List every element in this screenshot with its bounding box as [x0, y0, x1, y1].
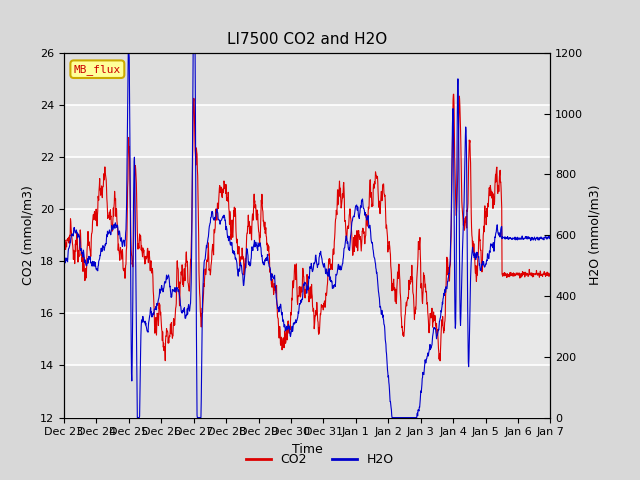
- Line: H2O: H2O: [64, 53, 550, 418]
- H2O: [547, 233, 554, 239]
- CO2: [266, 266, 274, 272]
- CO2: [285, 330, 293, 336]
- Title: LI7500 CO2 and H2O: LI7500 CO2 and H2O: [227, 33, 387, 48]
- CO2: [276, 341, 284, 347]
- H2O: [277, 306, 285, 312]
- CO2: [547, 271, 554, 276]
- H2O: [337, 267, 345, 273]
- CO2: [450, 91, 458, 97]
- CO2: [98, 183, 106, 189]
- Bar: [64, 157, 550, 209]
- Bar: [64, 261, 550, 313]
- X-axis label: Time: Time: [292, 443, 323, 456]
- CO2: [60, 238, 68, 243]
- H2O: [134, 415, 141, 420]
- Y-axis label: CO2 (mmol/m3): CO2 (mmol/m3): [22, 185, 35, 285]
- H2O: [98, 248, 106, 253]
- H2O: [118, 235, 125, 240]
- Line: CO2: CO2: [64, 94, 550, 361]
- CO2: [436, 358, 444, 364]
- H2O: [124, 50, 132, 56]
- Y-axis label: H2O (mmol/m3): H2O (mmol/m3): [589, 185, 602, 286]
- Bar: [64, 365, 550, 418]
- H2O: [286, 329, 294, 335]
- Text: MB_flux: MB_flux: [74, 64, 121, 75]
- H2O: [267, 277, 275, 283]
- Legend: CO2, H2O: CO2, H2O: [241, 448, 399, 471]
- CO2: [118, 252, 125, 258]
- H2O: [60, 256, 68, 262]
- CO2: [337, 198, 344, 204]
- Bar: [64, 53, 550, 105]
